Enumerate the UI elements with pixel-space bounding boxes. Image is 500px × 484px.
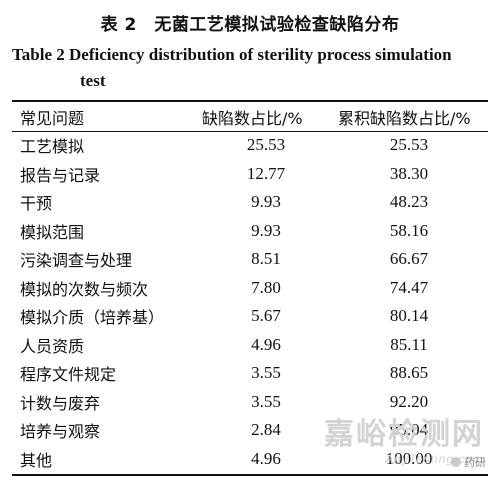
cell-issue: 工艺模拟 [20, 137, 85, 157]
header-cum: 累积缺陷数占比/% [338, 108, 471, 128]
table-row: 模拟介质（培养基） 5.67 80.14 [12, 302, 488, 331]
cell-cum: 58.16 [389, 220, 429, 240]
cell-pct: 4.96 [251, 334, 281, 354]
table-row: 模拟的次数与频次 7.80 74.47 [12, 274, 488, 303]
table-row: 人员资质 4.96 85.11 [12, 331, 488, 360]
table-row: 工艺模拟 25.53 25.53 [12, 131, 488, 160]
table-top-rule [12, 100, 488, 102]
wechat-logo-icon [451, 457, 461, 467]
cell-cum: 88.65 [389, 363, 429, 383]
cell-issue: 模拟范围 [20, 222, 85, 242]
cell-issue: 其他 [20, 450, 53, 470]
cell-pct: 25.53 [246, 135, 286, 155]
cell-cum: 100.00 [385, 448, 433, 468]
cell-issue: 模拟介质（培养基） [20, 308, 165, 328]
cell-issue: 人员资质 [20, 336, 85, 356]
cell-pct: 8.51 [251, 249, 281, 269]
cell-cum: 92.20 [389, 391, 429, 411]
cell-pct: 4.96 [251, 448, 281, 468]
table-row: 干预 9.93 48.23 [12, 188, 488, 217]
cell-issue: 程序文件规定 [20, 365, 117, 385]
cell-issue: 培养与观察 [20, 422, 101, 442]
table-caption-cn: 表 2 无菌工艺模拟试验检查缺陷分布 [100, 15, 400, 35]
table-caption-en-line1: Table 2 Deficiency distribution of steri… [12, 45, 452, 64]
header-issue: 常见问题 [20, 108, 85, 128]
cell-issue: 干预 [20, 194, 53, 214]
cell-pct: 3.55 [251, 363, 281, 383]
cell-cum: 66.67 [389, 249, 429, 269]
cell-issue: 模拟的次数与频次 [20, 279, 149, 299]
cell-issue: 报告与记录 [20, 165, 101, 185]
watermark-badge: 药研 [451, 454, 486, 470]
cell-cum: 48.23 [389, 192, 429, 212]
table-row: 培养与观察 2.84 95.04 [12, 416, 488, 445]
table-caption-en-line2: test [80, 71, 106, 90]
deficiency-table: 常见问题 缺陷数占比/% 累积缺陷数占比/% 工艺模拟 25.53 25.53 报告与… [12, 102, 488, 473]
table-row: 模拟范围 9.93 58.16 [12, 217, 488, 246]
cell-cum: 25.53 [389, 135, 429, 155]
table-row: 报告与记录 12.77 38.30 [12, 160, 488, 189]
cell-issue: 污染调查与处理 [20, 251, 133, 271]
cell-pct: 9.93 [251, 220, 281, 240]
header-pct: 缺陷数占比/% [202, 108, 303, 128]
cell-cum: 74.47 [389, 277, 429, 297]
cell-pct: 3.55 [251, 391, 281, 411]
cell-pct: 9.93 [251, 192, 281, 212]
table-bottom-rule [12, 474, 488, 476]
cell-pct: 5.67 [251, 306, 281, 326]
cell-cum: 38.30 [389, 163, 429, 183]
table-header-rule [12, 131, 488, 132]
table-header-row: 常见问题 缺陷数占比/% 累积缺陷数占比/% [12, 102, 488, 131]
cell-pct: 2.84 [251, 420, 281, 440]
table-row: 计数与废弃 3.55 92.20 [12, 388, 488, 417]
cell-cum: 80.14 [389, 306, 429, 326]
cell-pct: 12.77 [246, 163, 286, 183]
table-caption-en: Table 2 Deficiency distribution of steri… [12, 42, 492, 94]
cell-cum: 95.04 [389, 420, 429, 440]
table-row: 其他 4.96 100.00 [12, 445, 488, 474]
table-row: 程序文件规定 3.55 88.65 [12, 359, 488, 388]
cell-issue: 计数与废弃 [20, 393, 101, 413]
table-row: 污染调查与处理 8.51 66.67 [12, 245, 488, 274]
watermark-badge-label: 药研 [464, 456, 486, 469]
cell-cum: 85.11 [390, 334, 428, 354]
cell-pct: 7.80 [251, 277, 281, 297]
